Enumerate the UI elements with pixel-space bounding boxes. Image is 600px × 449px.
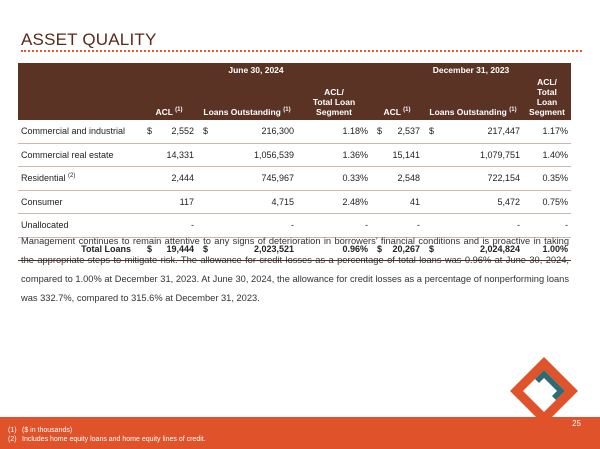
table-row: Residential (2) 2,444 745,967 0.33% 2,54… (18, 166, 571, 191)
asset-quality-table: June 30, 2024 December 31, 2023 ACL (1) … (18, 63, 571, 261)
row-label: Commercial and industrial (18, 120, 141, 144)
col-header-loans: Loans Outstanding (1) (423, 77, 523, 120)
col-header-segment: ACL/Total Loan Segment (523, 77, 571, 120)
page-title: ASSET QUALITY (21, 30, 157, 49)
page-number: 25 (572, 419, 581, 428)
row-label: Total Loans (18, 236, 141, 261)
col-header-acl: ACL (1) (371, 77, 423, 120)
table-row: Commercial and industrial $ 2,552 $ 216,… (18, 120, 571, 144)
footer-bar: 25 (1) ($ in thousands) (2) Includes home … (0, 417, 600, 449)
footnote: (2) Includes home equity loans and home e… (8, 436, 206, 443)
row-label: Consumer (18, 190, 141, 214)
col-header-loans: Loans Outstanding (1) (197, 77, 297, 120)
table-row: Commercial real estate 14,331 1,056,539 … (18, 143, 571, 167)
footnote: (1) ($ in thousands) (8, 427, 73, 434)
commentary-paragraph: Management continues to remain attentive… (21, 236, 569, 303)
group-header-prior: December 31, 2023 (371, 63, 571, 77)
col-header-segment: ACL/Total Loan Segment (297, 77, 371, 120)
table-row: Consumer 117 4,715 2.48% 41 5,472 0.75% (18, 190, 571, 214)
col-header-acl: ACL (1) (141, 77, 197, 120)
row-label: Commercial real estate (18, 143, 141, 167)
group-header-current: June 30, 2024 (141, 63, 371, 77)
row-label: Residential (2) (18, 166, 141, 191)
company-logo-icon (510, 357, 578, 425)
total-row: Total Loans $ 19,444 $ 2,023,521 0.96% $… (18, 236, 571, 261)
footnotes: (1) ($ in thousands) (2) Includes home equ… (8, 426, 206, 444)
title-divider (21, 50, 582, 52)
